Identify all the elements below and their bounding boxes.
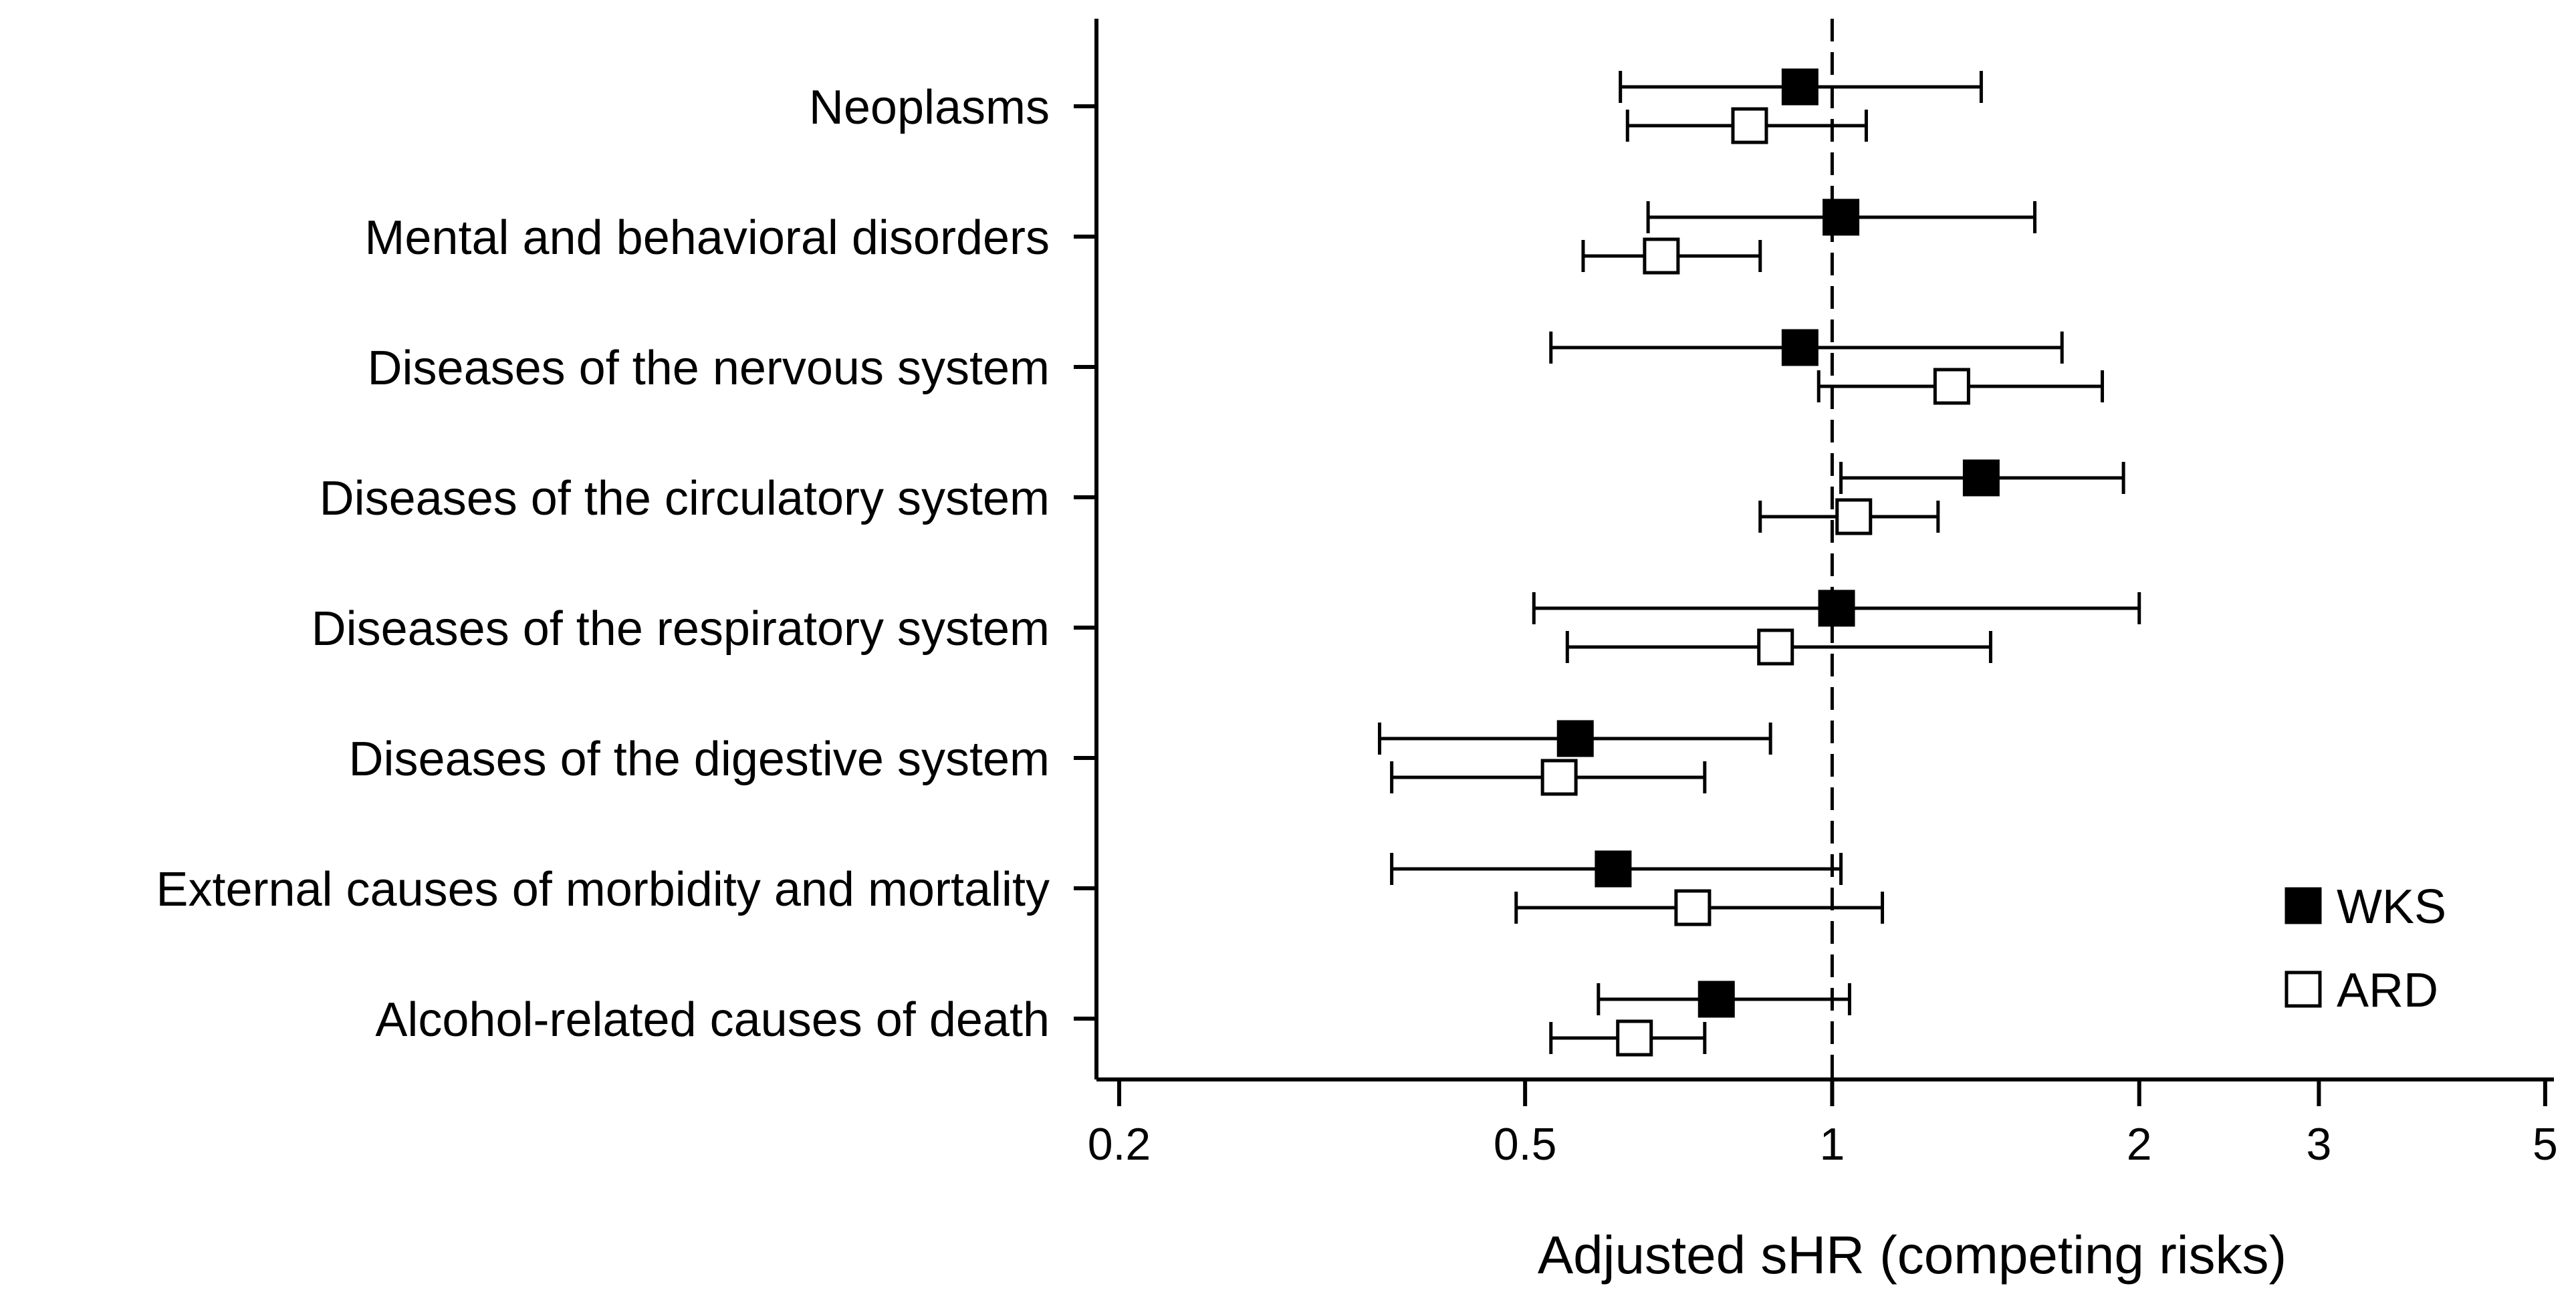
x-axis-title: Adjusted sHR (competing risks) [1538, 1225, 2287, 1285]
ard-point-estimate [1540, 759, 1578, 796]
x-tick-label: 3 [2306, 1119, 2331, 1170]
category-label: Neoplasms [809, 81, 1050, 134]
wks-point-estimate [1595, 850, 1632, 888]
x-tick-label: 5 [2533, 1119, 2558, 1170]
category-label: Diseases of the nervous system [368, 342, 1050, 395]
x-tick-label: 2 [2127, 1119, 2152, 1170]
wks-point-estimate [1556, 720, 1594, 757]
ard-point-estimate [1933, 368, 1970, 405]
legend-ard-marker [2285, 971, 2322, 1008]
category-label: Diseases of the respiratory system [312, 602, 1050, 656]
wks-point-estimate [1781, 68, 1819, 106]
wks-point-estimate [1818, 590, 1855, 627]
x-axis-ticks: 0.2 0.5 1 2 3 5 [1088, 1079, 2558, 1170]
legend: WKS ARD [2285, 880, 2446, 1017]
legend-wks-marker [2285, 887, 2322, 924]
legend-ard-label: ARD [2337, 964, 2438, 1017]
x-tick-label: 0.2 [1088, 1119, 1151, 1170]
legend-wks-label: WKS [2337, 880, 2446, 934]
wks-point-estimate [1823, 199, 1860, 236]
x-tick-label: 0.5 [1494, 1119, 1557, 1170]
ard-point-estimate [1731, 107, 1768, 144]
confidence-intervals [1377, 71, 2141, 1054]
category-labels: Neoplasms Mental and behavioral disorders… [156, 81, 1096, 1047]
wks-point-estimate [1781, 329, 1819, 366]
category-label: External causes of morbidity and mortali… [156, 863, 1050, 916]
category-label: Alcohol-related causes of death [375, 993, 1050, 1047]
ard-point-estimate [1674, 889, 1712, 926]
category-label: Diseases of the digestive system [349, 733, 1050, 786]
category-label: Mental and behavioral disorders [364, 211, 1050, 265]
ard-point-estimate [1616, 1019, 1653, 1057]
wks-point-estimate [1962, 459, 2000, 497]
ard-point-estimate [1835, 498, 1873, 535]
category-label: Diseases of the circulatory system [320, 472, 1050, 525]
wks-point-estimate [1697, 981, 1735, 1018]
ard-point-estimate [1757, 628, 1794, 666]
ard-point-estimate [1643, 237, 1680, 275]
x-tick-label: 1 [1820, 1119, 1845, 1170]
point-estimates [1540, 68, 2000, 1057]
